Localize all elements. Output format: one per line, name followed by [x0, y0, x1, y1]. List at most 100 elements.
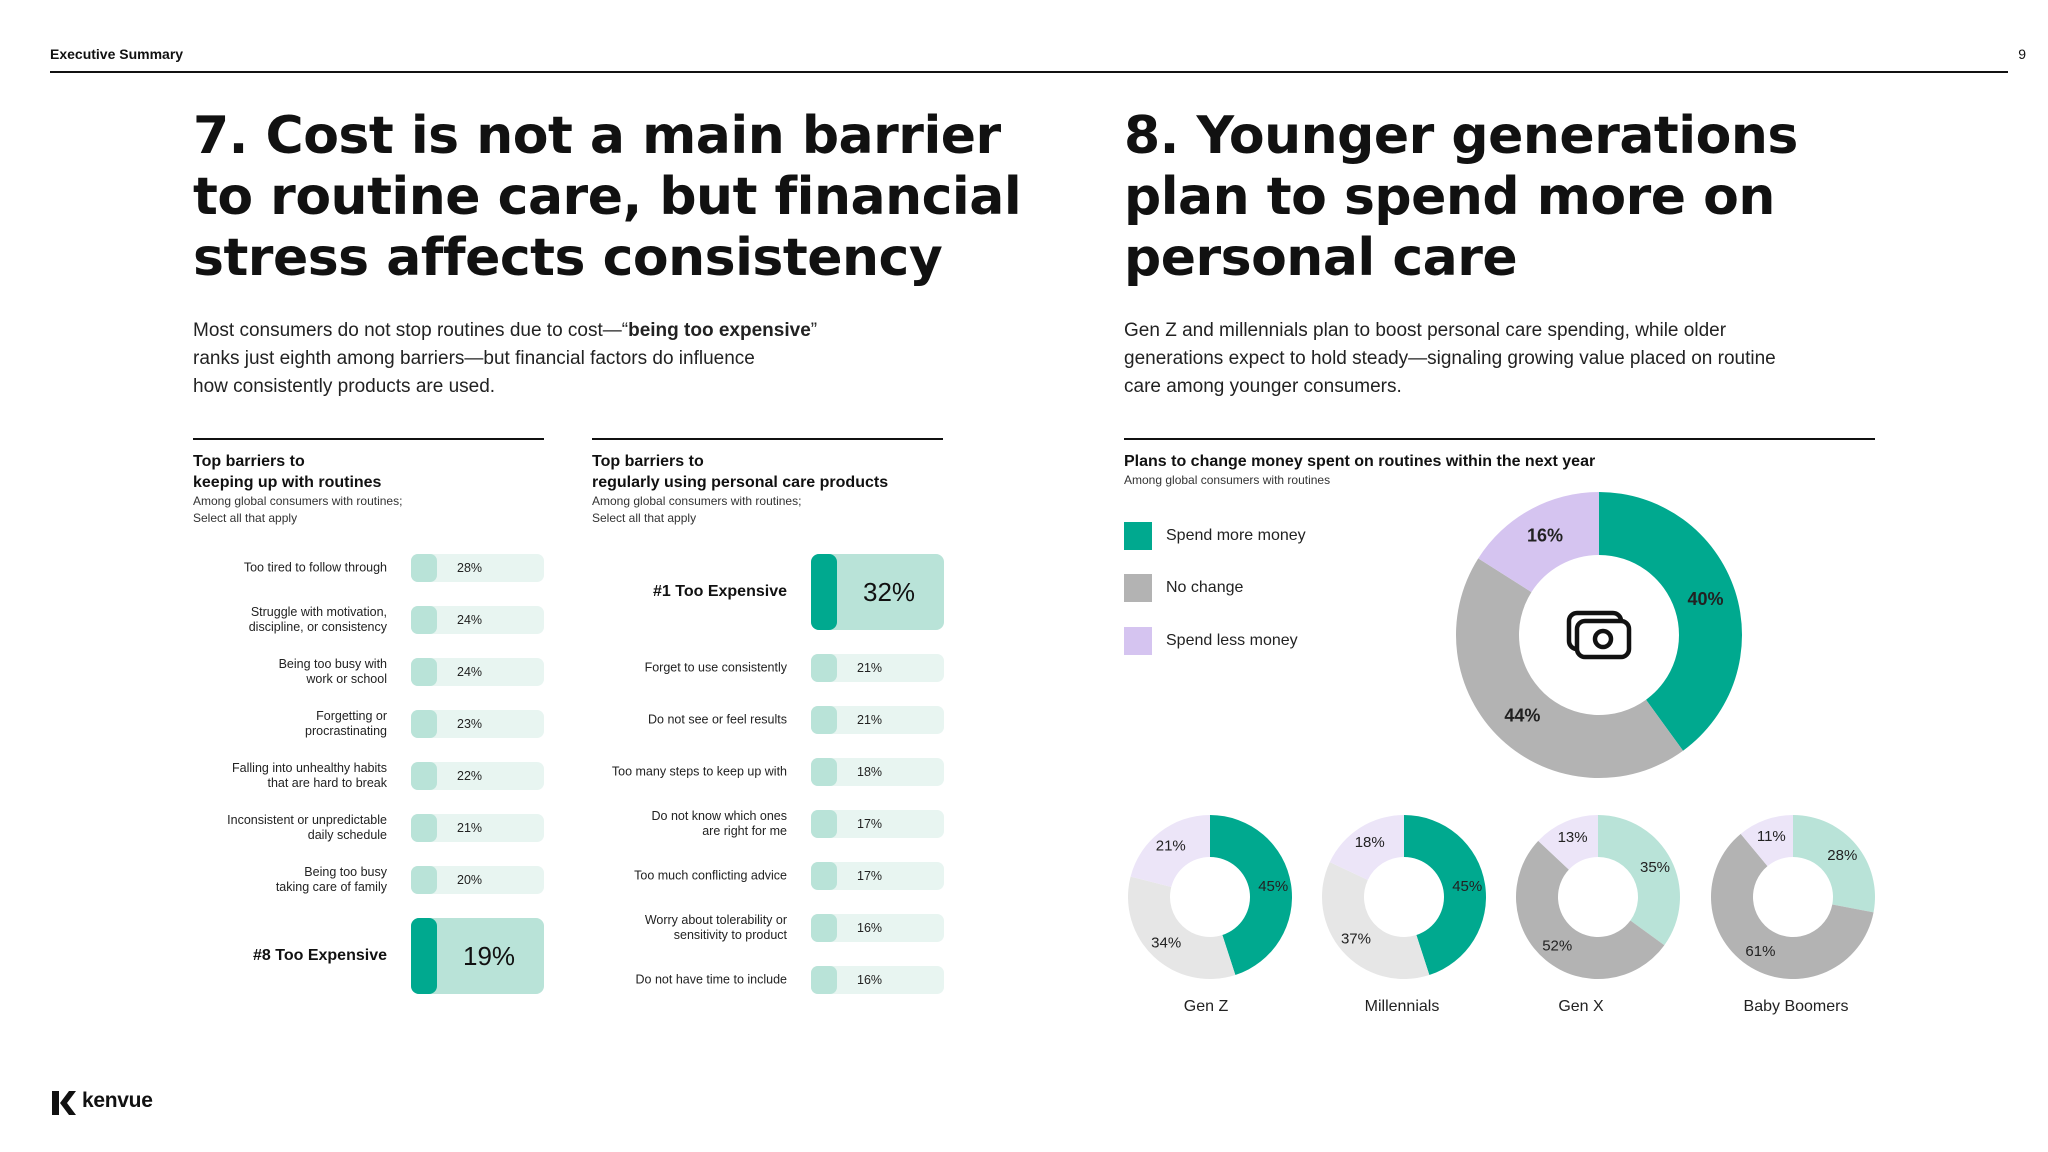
- bar-category-label: Do not have time to include: [635, 972, 787, 987]
- chart-title: Top barriers to: [592, 453, 704, 470]
- right-heading-line: 8. Younger generations: [1124, 106, 1798, 166]
- donut-slice-no-change: [1128, 876, 1236, 979]
- bar-value-label: 17%: [857, 817, 883, 831]
- bar: [411, 866, 437, 894]
- bar: [811, 654, 837, 682]
- donut-value-label: 40%: [1688, 589, 1724, 609]
- bar-value-label: 22%: [457, 769, 483, 783]
- panel-1-header: Top barriers to keeping up with routines…: [193, 451, 402, 527]
- bar: [811, 966, 837, 994]
- bar-value-label: 24%: [457, 665, 483, 679]
- bar: [811, 706, 837, 734]
- header-divider: [50, 71, 2008, 73]
- donut-slice-spend-less: [1329, 815, 1404, 880]
- bar-value-label: 21%: [457, 821, 483, 835]
- bar: [411, 918, 437, 994]
- bar-value-label: 28%: [457, 561, 483, 575]
- panel-1-divider: [193, 438, 544, 440]
- donut-value-label: 16%: [1527, 526, 1563, 546]
- bar-value-label: 21%: [857, 661, 883, 675]
- donut-value-label: 35%: [1640, 859, 1670, 876]
- donut-slice-spend-more: [1210, 815, 1292, 975]
- donut-value-label: 37%: [1341, 930, 1371, 947]
- bar-value-label: 32%: [863, 577, 916, 607]
- donut-slice-spend-more: [1598, 815, 1680, 946]
- bar-category-label: Being too busy with work or school: [278, 657, 387, 686]
- donut-label-gen-x: Gen X: [1558, 998, 1604, 1015]
- panel-3-divider: [1124, 438, 1875, 440]
- bar: [411, 658, 437, 686]
- lead-text: ranks just eighth among barriers—but fin…: [193, 348, 755, 369]
- bar-category-label: Too much conflicting advice: [634, 868, 787, 883]
- legend-label: Spend less money: [1166, 632, 1298, 649]
- logo-text: kenvue: [82, 1089, 153, 1112]
- bar-category-label: Worry about tolerability or sensitivity t…: [644, 913, 787, 942]
- lead-text: generations expect to hold steady—signal…: [1124, 348, 1776, 369]
- bar-value-label: 16%: [857, 973, 883, 987]
- lead-text: ”: [810, 320, 818, 341]
- panel-2-header: Top barriers to regularly using personal…: [592, 451, 888, 527]
- lead-text: Gen Z and millennials plan to boost pers…: [1124, 320, 1727, 341]
- donut-value-label: 28%: [1827, 847, 1857, 864]
- chart-title: regularly using personal care products: [592, 474, 889, 491]
- donut-value-label: 45%: [1452, 878, 1482, 895]
- left-heading-line: to routine care, but financial: [193, 167, 1022, 227]
- donut-slice-spend-less: [1130, 815, 1210, 888]
- donut-value-label: 61%: [1745, 943, 1775, 960]
- panel-3-header: Plans to change money spent on routines …: [1124, 451, 1595, 489]
- bar: [411, 814, 437, 842]
- donut-slice-spend-less: [1740, 815, 1793, 867]
- bar: [811, 758, 837, 786]
- lead-text: Most consumers do not stop routines due …: [193, 320, 629, 341]
- donut-slice-spend-more: [1404, 815, 1486, 975]
- donut-charts: 40% 44% 16% 45% 34% 21% 45% 37% 18% 35% 52% 13% 28% 6…: [1128, 492, 1875, 979]
- donut-label-gen-z: Gen Z: [1183, 998, 1229, 1015]
- chart-subtitle: Select all that apply: [592, 511, 697, 525]
- chart-title: Top barriers to: [193, 453, 305, 470]
- bar-category-label: Being too busy taking care of family: [275, 865, 387, 894]
- chart-title: Plans to change money spent on routines …: [1124, 453, 1596, 470]
- bar: [811, 862, 837, 890]
- bar-category-label: Do not see or feel results: [648, 712, 787, 727]
- bar-value-label: 17%: [857, 869, 883, 883]
- donut-slice-spend-less: [1538, 815, 1598, 870]
- bar: [811, 914, 837, 942]
- bar: [811, 554, 837, 630]
- legend-label: Spend more money: [1166, 527, 1306, 544]
- donut-value-label: 13%: [1558, 829, 1588, 846]
- donut-value-label: 44%: [1504, 705, 1540, 725]
- donut-slice-no-change: [1516, 840, 1665, 979]
- bar-category-label: Too many steps to keep up with: [611, 764, 787, 779]
- chart-subtitle: Among global consumers with routines;: [592, 494, 802, 508]
- donut-value-label: 52%: [1542, 937, 1572, 954]
- chart-subtitle: Among global consumers with routines: [1124, 473, 1331, 487]
- lead-text: how consistently products are used.: [193, 376, 496, 397]
- donut-slice-no-change: [1456, 558, 1684, 778]
- bar-value-label: 20%: [457, 873, 483, 887]
- bar-category-label: Falling into unhealthy habits that are ha…: [232, 761, 387, 790]
- legend-swatch-teal: [1124, 522, 1152, 550]
- donut-value-label: 18%: [1355, 834, 1385, 851]
- lead-bold: being too expensive: [628, 320, 811, 341]
- panel-2-divider: [592, 438, 943, 440]
- donut-slice-spend-less: [1478, 492, 1599, 593]
- bar-value-label: 24%: [457, 613, 483, 627]
- bar-category-label: Forgetting or procrastinating: [305, 709, 387, 738]
- donut-value-label: 21%: [1156, 837, 1186, 854]
- right-heading-line: personal care: [1124, 228, 1518, 288]
- bar-category-label: #1 Too Expensive: [653, 583, 787, 600]
- lead-text: care among younger consumers.: [1124, 376, 1402, 397]
- chart-subtitle: Select all that apply: [193, 511, 298, 525]
- bar-category-label: Struggle with motivation, discipline, or …: [248, 605, 387, 634]
- money-icon: [1566, 610, 1632, 660]
- donut-slice-no-change: [1322, 862, 1430, 979]
- left-heading-line: stress affects consistency: [193, 228, 943, 288]
- right-heading: 8. Younger generations plan to spend mor…: [1124, 106, 1798, 289]
- left-heading-line: 7. Cost is not a main barrier: [193, 106, 1001, 166]
- left-heading: 7. Cost is not a main barrier to routine…: [193, 106, 1022, 289]
- left-lead: Most consumers do not stop routines due …: [193, 317, 913, 401]
- donut-value-label: 34%: [1151, 935, 1181, 952]
- legend-swatch-lavender: [1124, 627, 1152, 655]
- donut-slice-spend-more: [1793, 815, 1875, 913]
- right-heading-line: plan to spend more on: [1124, 167, 1775, 227]
